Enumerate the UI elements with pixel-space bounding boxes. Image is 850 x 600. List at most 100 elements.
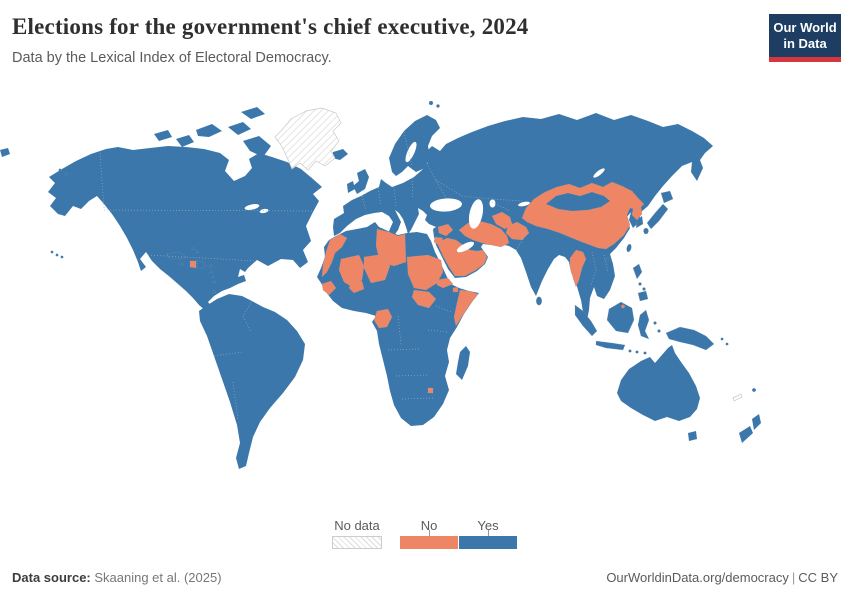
country-philippines[interactable]	[638, 282, 642, 286]
region-greenland[interactable]	[274, 107, 342, 171]
country-mongolia[interactable]	[545, 191, 611, 212]
country-puerto-rico[interactable]	[207, 264, 213, 268]
indonesia-island[interactable]	[628, 349, 632, 353]
country-morocco[interactable]	[321, 233, 348, 278]
country-eritrea[interactable]	[436, 277, 454, 289]
footer-source: Data source: Skaaning et al. (2025)	[12, 570, 222, 585]
country-niger[interactable]	[363, 253, 391, 284]
country-south-sudan[interactable]	[411, 289, 437, 309]
black-sea	[430, 198, 462, 212]
footer-url-link[interactable]: OurWorldinData.org/democracy	[606, 570, 789, 585]
country-madagascar[interactable]	[456, 346, 470, 380]
country-burkina-faso[interactable]	[348, 280, 365, 294]
country-cuba[interactable]	[166, 251, 188, 260]
lake-baikal	[593, 168, 605, 178]
arctic-island[interactable]	[176, 135, 194, 147]
indonesia-borneo[interactable]	[606, 301, 635, 334]
svalbard[interactable]	[428, 100, 434, 106]
indonesia-island[interactable]	[653, 321, 657, 325]
country-uk[interactable]	[353, 169, 369, 194]
bahamas[interactable]	[195, 250, 199, 254]
lesser-antilles[interactable]	[209, 270, 213, 274]
indonesia-island[interactable]	[635, 350, 639, 354]
legend-tick-yes	[488, 530, 489, 536]
indonesia-java[interactable]	[595, 340, 626, 351]
island-new-guinea[interactable]	[665, 326, 715, 351]
owid-logo[interactable]: Our World in Data	[769, 14, 841, 63]
country-japan-kyushu[interactable]	[643, 227, 649, 235]
arctic-island[interactable]	[154, 130, 172, 141]
legend-label-yes[interactable]: Yes	[477, 518, 499, 533]
country-turkmenistan[interactable]	[491, 211, 513, 230]
country-japan-honshu[interactable]	[646, 203, 669, 230]
country-philippines-luzon[interactable]	[632, 263, 643, 280]
legend-swatch-no-data[interactable]	[332, 536, 382, 549]
country-syria[interactable]	[437, 223, 454, 237]
country-ireland[interactable]	[347, 181, 355, 193]
country-sri-lanka[interactable]	[535, 296, 543, 306]
country-eswatini[interactable]	[427, 387, 434, 394]
nz-north-island[interactable]	[752, 414, 761, 430]
country-gabon[interactable]	[373, 308, 393, 329]
aleutian-island[interactable]	[64, 172, 68, 176]
country-guinea[interactable]	[321, 280, 337, 296]
country-philippines-mindanao[interactable]	[637, 290, 649, 302]
arctic-island[interactable]	[241, 107, 265, 119]
country-iceland[interactable]	[332, 149, 348, 160]
new-caledonia[interactable]	[732, 393, 743, 402]
country-australia[interactable]	[617, 345, 700, 421]
country-somalia[interactable]	[453, 289, 479, 327]
aleutian-island[interactable]	[58, 168, 62, 172]
hawaii[interactable]	[55, 253, 59, 257]
arctic-island[interactable]	[196, 124, 222, 137]
great-lakes	[259, 208, 269, 214]
footer-attribution: OurWorldinData.org/democracy | CC BY	[606, 570, 838, 585]
arctic-island[interactable]	[228, 122, 251, 135]
region-arabian-peninsula[interactable]	[436, 237, 488, 277]
region-south-america[interactable]	[199, 294, 305, 469]
hawaii[interactable]	[60, 255, 64, 259]
svalbard[interactable]	[436, 104, 440, 108]
lesser-antilles[interactable]	[211, 275, 215, 279]
country-philippines[interactable]	[642, 287, 646, 291]
gulf-of-bothnia	[405, 141, 417, 163]
region-north-america[interactable]	[48, 146, 322, 311]
country-fiji[interactable]	[751, 387, 757, 393]
country-djibouti[interactable]	[452, 286, 459, 293]
country-dominican-republic[interactable]	[196, 260, 206, 269]
footer-license-link[interactable]: CC BY	[798, 570, 838, 585]
indonesia-sumatra[interactable]	[574, 304, 598, 337]
country-myanmar[interactable]	[569, 249, 587, 288]
lesser-antilles[interactable]	[212, 280, 216, 284]
legend-label-no-data[interactable]: No data	[334, 518, 380, 533]
hainan-island[interactable]	[605, 256, 611, 262]
country-haiti[interactable]	[189, 260, 197, 269]
country-japan-hokkaido[interactable]	[660, 190, 674, 204]
indonesia-island[interactable]	[643, 351, 647, 355]
indonesia-sulawesi[interactable]	[637, 309, 650, 340]
hawaii[interactable]	[50, 250, 54, 254]
country-afghanistan[interactable]	[505, 221, 530, 241]
country-south-korea[interactable]	[635, 215, 644, 229]
country-taiwan[interactable]	[626, 243, 632, 253]
nz-south-island[interactable]	[739, 426, 753, 443]
bahamas[interactable]	[191, 247, 195, 251]
country-north-korea[interactable]	[631, 206, 643, 221]
owid-logo-line1: Our World	[773, 20, 837, 35]
legend-swatch-yes[interactable]	[459, 536, 517, 549]
country-jamaica[interactable]	[178, 262, 184, 266]
legend-swatch-no[interactable]	[400, 536, 458, 549]
legend-label-no[interactable]: No	[420, 518, 438, 533]
solomon-islands[interactable]	[720, 337, 724, 341]
indonesia-island[interactable]	[657, 329, 661, 333]
bering-sliver[interactable]	[0, 148, 10, 157]
footer-source-value[interactable]: Skaaning et al. (2025)	[90, 570, 222, 585]
trinidad[interactable]	[212, 290, 216, 294]
arctic-island-baffin[interactable]	[243, 136, 271, 157]
country-brunei[interactable]	[621, 304, 625, 309]
country-sudan[interactable]	[406, 254, 444, 291]
solomon-islands[interactable]	[725, 342, 729, 346]
tasmania[interactable]	[688, 431, 697, 441]
